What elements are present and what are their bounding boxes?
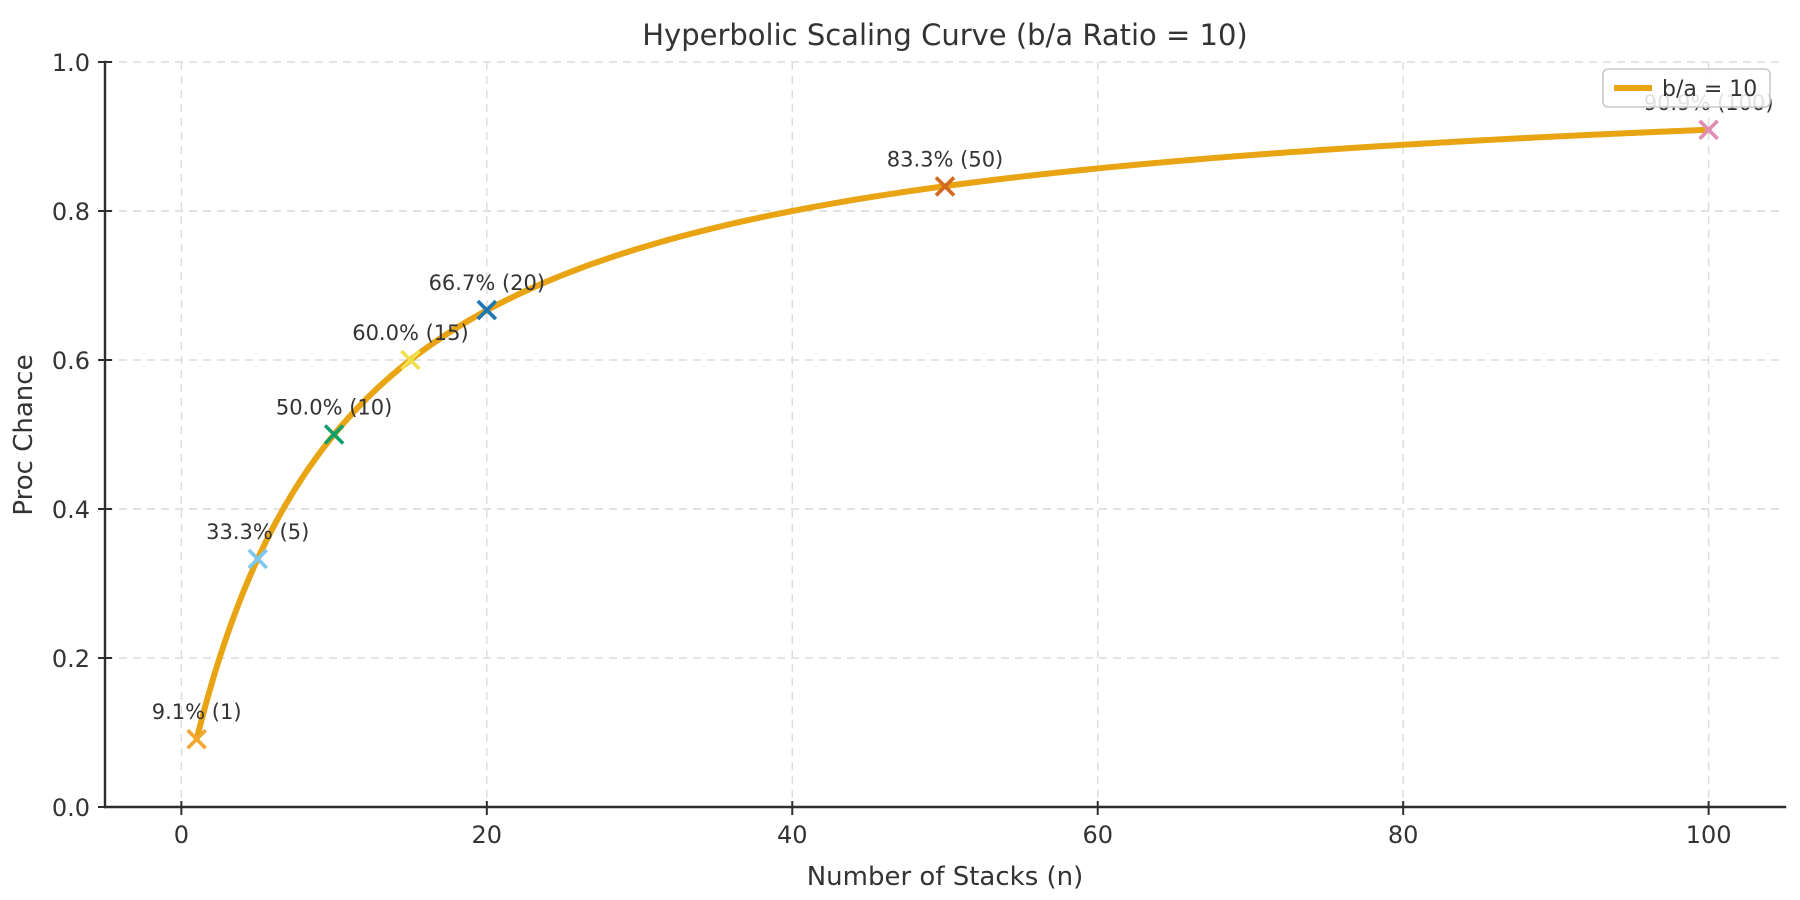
data-point-marker — [323, 424, 345, 445]
data-point-marker — [1698, 119, 1719, 141]
chart-title: Hyperbolic Scaling Curve (b/a Ratio = 10… — [642, 18, 1247, 52]
marker-stroke — [934, 176, 956, 197]
x-tick-label: 60 — [1082, 821, 1113, 849]
y-tick-label: 0.0 — [52, 794, 90, 822]
data-point-marker — [934, 176, 956, 197]
marker-stroke — [323, 424, 345, 445]
x-tick-label: 100 — [1686, 821, 1732, 849]
point-annotation: 50.0% (10) — [276, 396, 393, 420]
y-axis-label: Proc Chance — [9, 354, 39, 515]
point-annotation: 60.0% (15) — [352, 321, 469, 345]
x-tick-label: 0 — [174, 821, 189, 849]
y-tick-label: 0.2 — [52, 645, 90, 673]
point-annotation: 83.3% (50) — [887, 147, 1004, 171]
x-tick-label: 80 — [1388, 821, 1419, 849]
point-annotation: 66.7% (20) — [429, 271, 546, 295]
data-point-marker — [476, 299, 498, 321]
x-tick-label: 40 — [777, 821, 808, 849]
y-tick-label: 1.0 — [52, 49, 90, 77]
x-tick-label: 20 — [472, 821, 503, 849]
marker-stroke — [400, 349, 421, 371]
data-point-marker — [247, 548, 269, 570]
data-point-marker — [186, 728, 207, 750]
x-axis-label: Number of Stacks (n) — [807, 862, 1084, 892]
point-annotation: 33.3% (5) — [206, 520, 309, 544]
series-curve — [193, 126, 1712, 743]
y-tick-label: 0.6 — [52, 347, 90, 375]
legend-entry-label: b/a = 10 — [1662, 77, 1757, 102]
legend-frame — [1602, 68, 1771, 108]
plot-area: 0 20 40 60 80 100 0.0 0.2 0.4 0.6 0.8 1.0 9.1% (1) 33… — [52, 49, 1785, 849]
y-tick-label: 0.4 — [52, 496, 90, 524]
point-annotation: 9.1% (1) — [152, 700, 242, 724]
marker-stroke — [476, 299, 498, 321]
data-point-marker — [400, 349, 421, 371]
marker-stroke — [186, 728, 207, 750]
marker-stroke — [247, 548, 269, 570]
marker-stroke — [1698, 119, 1719, 141]
y-tick-label: 0.8 — [52, 198, 90, 226]
legend: b/a = 10 — [1602, 68, 1771, 108]
